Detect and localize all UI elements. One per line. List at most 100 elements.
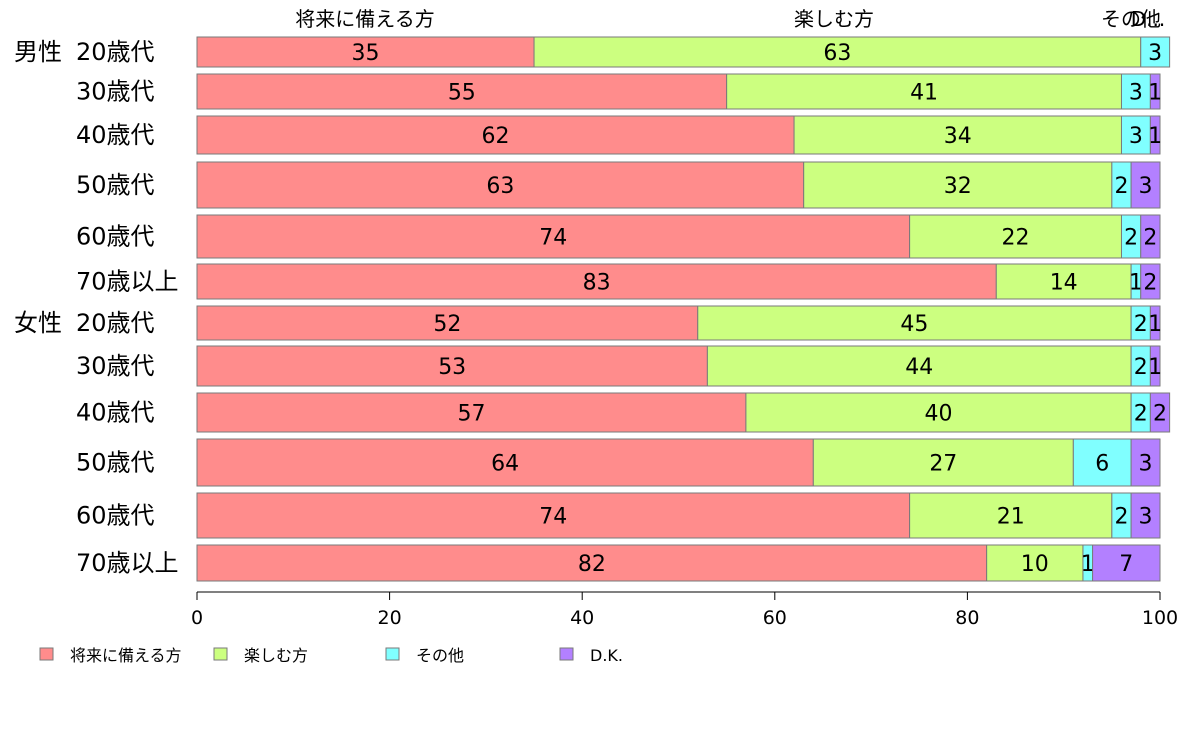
bar-segment: [196, 115, 795, 155]
data-label: 3: [1129, 81, 1143, 106]
data-label: 74: [539, 226, 567, 251]
bar-segment: [1140, 36, 1171, 68]
category-label: 40歳代: [76, 399, 155, 427]
bar-segment: [1149, 73, 1161, 110]
bar-segment: [986, 544, 1084, 582]
bar-segment: [196, 161, 805, 209]
category-label: 30歳代: [76, 78, 155, 106]
data-label: 1: [1148, 124, 1162, 149]
bar-segment: [793, 115, 1122, 155]
data-label: 34: [944, 124, 972, 149]
bar-segment: [1140, 263, 1161, 300]
data-label: 3: [1148, 41, 1162, 66]
top-series-label: その他: [1101, 7, 1161, 31]
data-label: 2: [1143, 226, 1157, 251]
bar-segment: [1149, 392, 1171, 433]
data-label: 2: [1114, 174, 1128, 199]
data-label: 74: [539, 505, 567, 530]
data-label: 44: [905, 355, 933, 380]
bar-segment: [533, 36, 1142, 68]
bar-segment: [1072, 438, 1132, 487]
bar-segment: [1149, 345, 1161, 387]
category-label: 50歳代: [76, 171, 155, 199]
bar-segment: [1130, 492, 1161, 539]
data-label: 1: [1148, 81, 1162, 106]
category-label: 70歳以上: [76, 268, 179, 296]
data-label: 1: [1148, 355, 1162, 380]
data-label: 2: [1124, 226, 1138, 251]
bar-segment: [196, 36, 535, 68]
data-label: 2: [1143, 271, 1157, 296]
gender-label: 男性: [14, 38, 62, 66]
x-tick-label: 0: [191, 607, 203, 629]
bar-segment: [803, 161, 1113, 209]
data-label: 63: [823, 41, 851, 66]
data-label: 2: [1153, 402, 1167, 427]
data-label: 3: [1139, 452, 1153, 477]
data-label: 62: [482, 124, 510, 149]
data-label: 2: [1134, 402, 1148, 427]
data-label: 3: [1139, 505, 1153, 530]
bar-segment: [1092, 544, 1161, 582]
bar-segment: [196, 392, 747, 433]
x-tick-label: 20: [378, 607, 402, 629]
data-label: 3: [1139, 174, 1153, 199]
bar-segment: [706, 345, 1132, 387]
data-label: 22: [1002, 226, 1030, 251]
bar-segment: [726, 73, 1122, 110]
category-label: 20歳代: [76, 309, 155, 337]
data-label: 2: [1114, 505, 1128, 530]
bar-segment: [697, 305, 1132, 341]
bar-segment: [812, 438, 1074, 487]
category-label: 20歳代: [76, 38, 155, 66]
data-label: 41: [910, 81, 938, 106]
bar-segment: [995, 263, 1132, 300]
data-label: 1: [1081, 552, 1095, 577]
x-tick-label: 40: [570, 607, 594, 629]
data-label: 32: [944, 174, 972, 199]
data-label: 21: [997, 505, 1025, 530]
data-label: 35: [352, 41, 380, 66]
legend-label: その他: [416, 646, 464, 665]
bar-segment: [196, 492, 911, 539]
data-label: 27: [929, 452, 957, 477]
bar-segment: [196, 438, 814, 487]
x-tick-label: 100: [1142, 607, 1178, 629]
top-series-label: D...: [1131, 7, 1165, 31]
data-label: 1: [1148, 312, 1162, 337]
bar-segment: [196, 345, 708, 387]
gender-label: 女性: [14, 309, 62, 337]
data-label: 6: [1095, 452, 1109, 477]
data-label: 3: [1129, 124, 1143, 149]
category-label: 30歳代: [76, 352, 155, 380]
data-label: 63: [486, 174, 514, 199]
data-label: 1: [1129, 271, 1143, 296]
x-tick-label: 80: [955, 607, 979, 629]
data-label: 55: [448, 81, 476, 106]
bar-segment: [1130, 161, 1161, 209]
bar-segment: [909, 492, 1113, 539]
legend-swatch: [559, 647, 574, 661]
bar-segment: [196, 73, 728, 110]
bar-segment: [196, 305, 699, 341]
data-label: 2: [1134, 312, 1148, 337]
data-label: 40: [925, 402, 953, 427]
bar-segment: [745, 392, 1132, 433]
x-tick-label: 60: [763, 607, 787, 629]
bar-segment: [909, 214, 1122, 259]
data-label: 2: [1134, 355, 1148, 380]
bar-segment: [1130, 438, 1161, 487]
bar-segment: [1149, 305, 1161, 341]
legend-swatch: [385, 647, 400, 661]
bar-segment: [196, 214, 911, 259]
category-label: 70歳以上: [76, 549, 179, 577]
data-label: 53: [438, 355, 466, 380]
legend-label: 楽しむ方: [244, 646, 308, 665]
data-label: 83: [583, 271, 611, 296]
data-label: 64: [491, 452, 519, 477]
legend-swatch: [39, 647, 54, 661]
category-label: 50歳代: [76, 449, 155, 477]
legend-label: 将来に備える方: [70, 646, 182, 665]
